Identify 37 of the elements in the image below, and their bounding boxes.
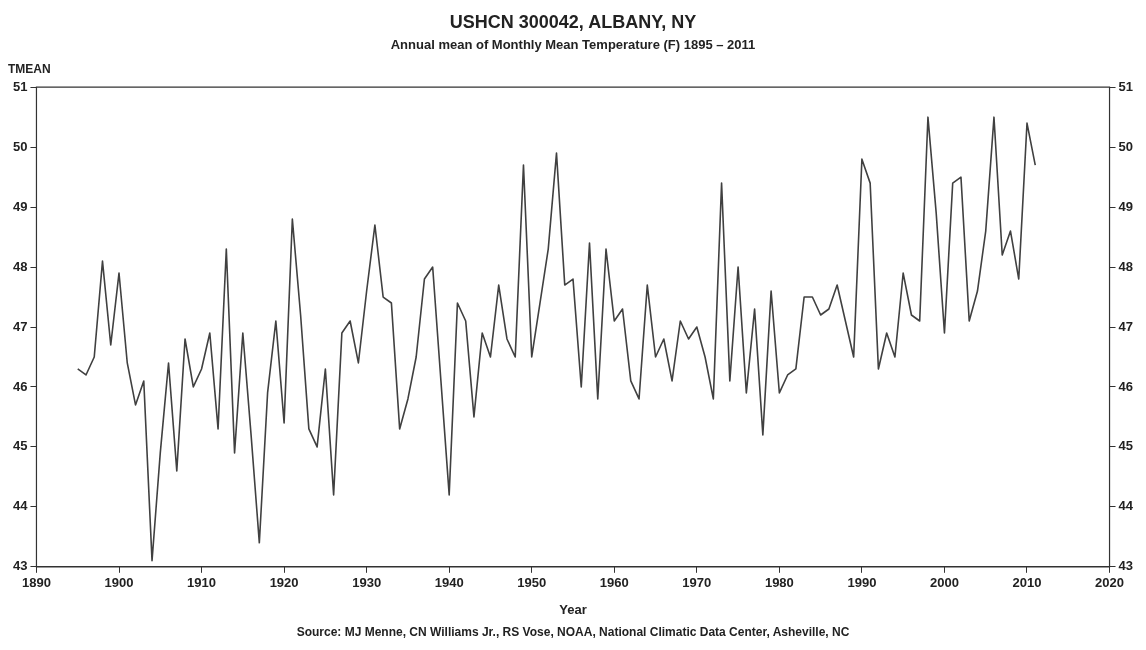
x-tick-label: 1890 (22, 575, 51, 591)
y2-tick-label: 47 (1118, 318, 1134, 334)
x-tick-label: 1910 (187, 575, 217, 591)
source-note: Source: MJ Menne, CN Williams Jr., RS Vose, NOAA, National Climatic Data Center, Asheville, NC (296, 625, 850, 639)
x-tick-label: 1980 (764, 575, 794, 591)
x-axis-title: Year (559, 601, 587, 617)
y2-tick-label: 46 (1118, 378, 1134, 394)
x-tick-label: 2010 (1012, 575, 1042, 591)
y-tick-label: 48 (12, 258, 28, 274)
x-tick-label: 1960 (599, 575, 629, 591)
y-tick-label: 51 (12, 78, 28, 94)
y-tick-label: 47 (12, 318, 28, 334)
x-tick-label: 1920 (269, 575, 299, 591)
chart-title: USHCN 300042, ALBANY, NY (449, 11, 697, 32)
y-tick-label: 50 (12, 138, 28, 154)
y2-tick-label: 50 (1118, 138, 1134, 154)
y-tick-label: 49 (12, 198, 28, 214)
y2-tick-label: 44 (1118, 498, 1134, 514)
y-tick-label: 46 (12, 378, 28, 394)
x-tick-label: 1990 (847, 575, 877, 591)
x-tick-label: 2000 (929, 575, 959, 591)
y2-tick-label: 51 (1118, 78, 1134, 94)
y-tick-label: 43 (12, 558, 28, 574)
y-tick-label: 44 (12, 498, 29, 514)
x-tick-label: 1940 (434, 575, 464, 591)
x-tick-label: 1900 (104, 575, 134, 591)
x-tick-label: 1970 (682, 575, 712, 591)
y-axis-title: TMEAN (8, 61, 51, 76)
y2-tick-label: 43 (1118, 558, 1134, 574)
y2-tick-label: 49 (1118, 198, 1134, 214)
x-tick-label: 2020 (1095, 575, 1124, 591)
x-tick-label: 1930 (352, 575, 382, 591)
y-tick-label: 45 (12, 438, 28, 454)
y2-tick-label: 45 (1118, 438, 1134, 454)
chart-subtitle: Annual mean of Monthly Mean Temperature (F) 1895 – 2011 (390, 36, 756, 52)
y2-tick-label: 48 (1118, 258, 1134, 274)
x-tick-label: 1950 (517, 575, 547, 591)
